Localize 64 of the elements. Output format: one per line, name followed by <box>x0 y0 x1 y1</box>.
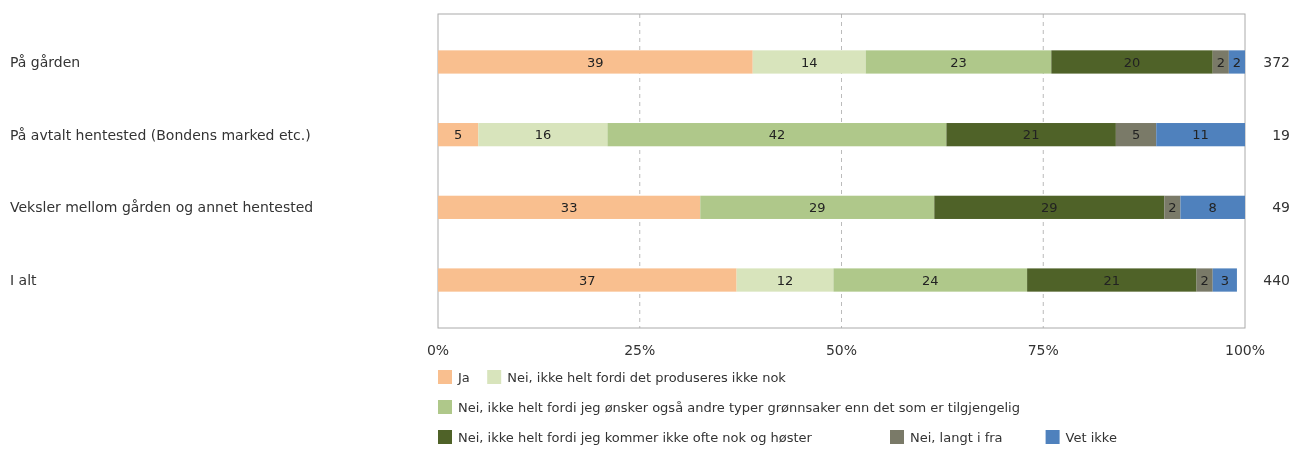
legend-label: Nei, ikke helt fordi jeg ønsker også andre typer grønnsaker enn det som er tilgjengelig <box>458 399 1020 415</box>
bar <box>438 195 701 219</box>
text: 440 <box>1263 271 1290 288</box>
data-label: 5 <box>454 127 463 143</box>
data-label: 3 <box>1220 272 1229 288</box>
bar <box>438 268 737 292</box>
bar <box>736 268 834 292</box>
data-label: 33 <box>560 199 578 215</box>
bar <box>1228 50 1245 74</box>
bar <box>1196 268 1213 292</box>
data-label: 39 <box>587 54 604 70</box>
data-label: 29 <box>1041 199 1058 215</box>
legend-label: Ja <box>457 369 470 385</box>
bar <box>934 195 1165 219</box>
x-tick-label: 75% <box>1027 341 1059 358</box>
bar <box>1051 50 1213 74</box>
data-label: 37 <box>579 272 596 288</box>
bar <box>1115 123 1157 147</box>
data-label: 14 <box>800 54 818 70</box>
bar <box>752 50 866 74</box>
data-label: 2 <box>1168 199 1177 215</box>
data-label: 24 <box>922 272 939 288</box>
x-tick-label: 0% <box>426 341 450 358</box>
data-label: 12 <box>776 272 794 288</box>
bar <box>1212 50 1229 74</box>
x-tick-label: 25% <box>624 341 656 358</box>
legend-label: Nei, langt i fra <box>910 429 1003 445</box>
bar <box>607 123 947 147</box>
legend-label: Nei, ikke helt fordi jeg kommer ikke ofte nok og høster <box>458 429 813 445</box>
data-label: 2 <box>1232 54 1242 70</box>
y-tick-label: I alt <box>10 271 38 288</box>
bar <box>1156 123 1245 147</box>
bar <box>1212 268 1237 292</box>
bar <box>946 123 1116 147</box>
data-label: 21 <box>1022 127 1040 143</box>
legend-label: Nei, ikke helt fordi det produseres ikke nok <box>507 369 787 385</box>
bar <box>1180 195 1245 219</box>
text: 49 <box>1272 199 1290 216</box>
bar <box>700 195 935 219</box>
x-tick-label: 50% <box>825 341 858 358</box>
data-label: 16 <box>534 127 552 143</box>
data-label: 20 <box>1123 54 1141 70</box>
x-tick-label: 100% <box>1224 341 1266 358</box>
data-label: 29 <box>809 199 826 215</box>
y-tick-label: På gården <box>10 53 81 70</box>
text: 19 <box>1272 126 1290 143</box>
data-label: 2 <box>1200 272 1209 288</box>
bar <box>865 50 1052 74</box>
data-label: 42 <box>768 127 786 143</box>
y-tick-label: På avtalt hentested (Bondens marked etc.) <box>10 126 311 143</box>
bar <box>438 50 753 74</box>
data-label: 11 <box>1192 127 1209 143</box>
bar <box>478 123 608 147</box>
data-label: 23 <box>950 54 967 70</box>
data-label: 21 <box>1103 272 1121 288</box>
y-tick-label: Veksler mellom gården og annet hentested <box>10 199 314 216</box>
bar <box>833 268 1028 292</box>
data-label: 5 <box>1131 127 1141 143</box>
text: 372 <box>1263 53 1290 70</box>
bar <box>438 123 479 147</box>
bar <box>1027 268 1197 292</box>
data-label: 8 <box>1208 199 1217 215</box>
data-label: 2 <box>1216 54 1225 70</box>
legend-label: Vet ikke <box>1065 429 1117 445</box>
